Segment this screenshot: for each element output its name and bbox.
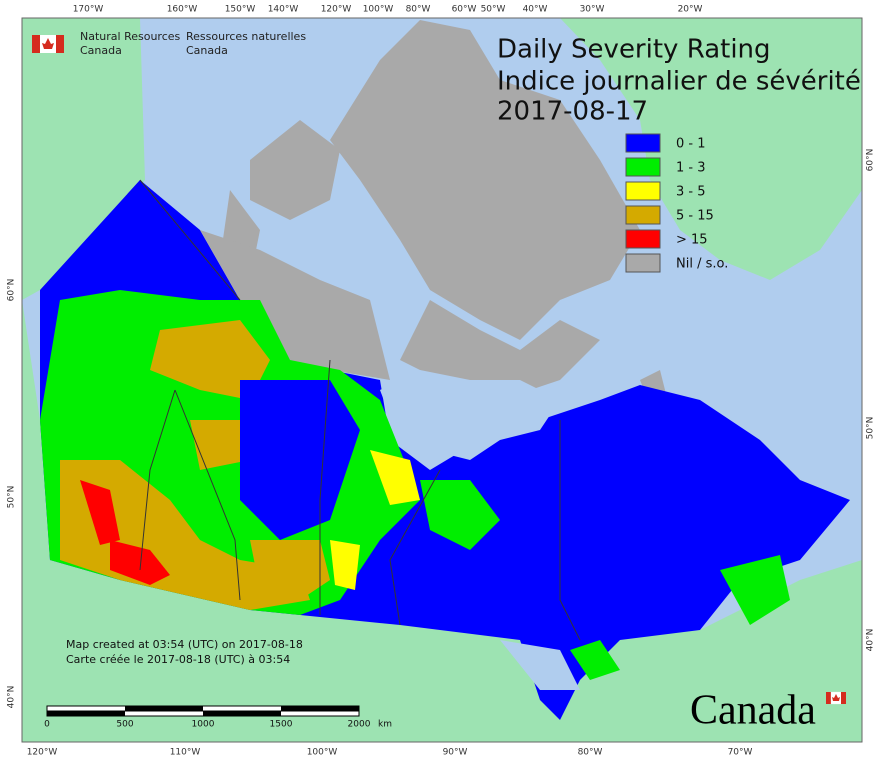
lon-label: 40°W — [523, 5, 548, 15]
agency-en: Natural Resources — [80, 30, 181, 43]
region-3-5 — [330, 540, 360, 590]
legend-label: 3 - 5 — [676, 185, 706, 200]
agency-fr: Ressources naturelles — [186, 30, 306, 43]
legend-label: Nil / s.o. — [676, 257, 728, 272]
date: 2017-08-17 — [497, 97, 648, 127]
lon-label: 140°W — [268, 5, 299, 15]
border — [139, 389, 176, 571]
border — [389, 469, 441, 626]
title: Daily Severity Rating — [497, 35, 771, 65]
lat-label: 40°N — [7, 686, 17, 709]
region-5-15 — [190, 420, 250, 470]
credit: Carte créée le 2017-08-18 (UTC) à 03:54 — [66, 653, 290, 666]
lat-label: 50°N — [7, 486, 17, 509]
legend-swatch — [625, 229, 661, 249]
border — [139, 179, 241, 301]
legend: 0 - 1 1 - 3 3 - 5 5 - 15 > 15 Nil / s.o. — [625, 133, 728, 273]
lat-label: 50°N — [866, 417, 876, 440]
great-lakes — [500, 640, 580, 690]
lon-label: 80°W — [406, 5, 431, 15]
scale-label: 2000 — [348, 720, 371, 730]
lon-label: 60°W — [452, 5, 477, 15]
lon-label: 170°W — [73, 5, 104, 15]
region-0-1 — [240, 380, 360, 540]
region-1-3 — [720, 555, 790, 625]
credit: Map created at 03:54 (UTC) on 2017-08-18 — [66, 638, 303, 651]
border — [559, 420, 581, 641]
legend-swatch — [625, 157, 661, 177]
lat-label: 40°N — [866, 629, 876, 652]
lon-label: 90°W — [443, 748, 468, 758]
lon-label: 30°W — [580, 5, 605, 15]
lon-label: 50°W — [481, 5, 506, 15]
region-gt15 — [110, 540, 170, 585]
scale-unit: km — [378, 720, 392, 730]
hudson-bay — [380, 370, 560, 460]
region-3-5 — [370, 450, 420, 505]
lon-label: 120°W — [27, 748, 58, 758]
lon-label: 150°W — [225, 5, 256, 15]
island — [400, 300, 600, 400]
lon-label: 110°W — [170, 748, 201, 758]
alaska — [22, 18, 145, 300]
island — [250, 120, 340, 220]
legend-label: 0 - 1 — [676, 137, 706, 152]
legend-label: 1 - 3 — [676, 161, 706, 176]
arctic-mainland — [200, 230, 390, 380]
scale-label: 1000 — [192, 720, 215, 730]
wordmark-flag — [826, 691, 846, 705]
agency-fr: Canada — [186, 44, 228, 57]
legend-swatch — [625, 133, 661, 153]
agency-flag — [32, 35, 64, 53]
scale-label: 0 — [44, 720, 50, 730]
scale-bar — [46, 705, 360, 717]
subtitle: Indice journalier de sévérité — [497, 67, 861, 97]
lon-label: 70°W — [728, 748, 753, 758]
legend-label: > 15 — [676, 233, 708, 248]
scale-label: 1500 — [270, 720, 293, 730]
lon-label: 100°W — [363, 5, 394, 15]
lat-label: 60°N — [866, 149, 876, 172]
scale-label: 500 — [116, 720, 133, 730]
border — [174, 389, 241, 601]
usa — [22, 300, 862, 742]
lon-label: 100°W — [307, 748, 338, 758]
region-1-3 — [420, 480, 500, 550]
lon-label: 120°W — [321, 5, 352, 15]
region-1-3 — [570, 640, 620, 680]
lon-label: 20°W — [678, 5, 703, 15]
borders — [139, 179, 581, 641]
lon-label: 160°W — [167, 5, 198, 15]
legend-swatch — [625, 181, 661, 201]
rating-regions — [40, 290, 790, 680]
map-frame — [21, 17, 863, 743]
scale-labels: 0 500 1000 1500 2000 km — [44, 720, 392, 730]
legend-label: 5 - 15 — [676, 209, 714, 224]
wordmark: Canada — [690, 688, 816, 734]
region-gt15 — [80, 480, 120, 545]
agency-en: Canada — [80, 44, 122, 57]
legend-swatch — [625, 253, 661, 273]
legend-swatch — [625, 205, 661, 225]
lat-label: 60°N — [7, 279, 17, 302]
region-5-15 — [250, 540, 330, 600]
island — [330, 20, 640, 340]
border — [319, 359, 331, 615]
graticule-labels: 170°W 160°W 150°W 140°W 120°W 100°W 80°W 60°W 50… — [7, 5, 876, 758]
greenland — [560, 18, 862, 280]
lon-label: 80°W — [578, 748, 603, 758]
